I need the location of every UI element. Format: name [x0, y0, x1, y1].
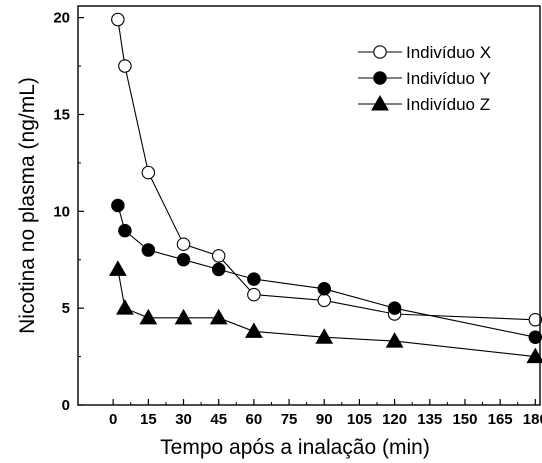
data-point [211, 262, 226, 277]
legend-item: Indivíduo Z [358, 94, 490, 114]
series-layer [109, 12, 542, 364]
x-tick-label: 105 [347, 411, 372, 428]
data-point [245, 322, 263, 338]
x-tick-label: 120 [382, 411, 407, 428]
x-tick-label: 165 [488, 411, 513, 428]
x-axis-title: Tempo após a inalação (min) [160, 436, 430, 459]
y-tick-label: 20 [53, 10, 70, 27]
series-line [117, 19, 536, 321]
legend: Indivíduo X Indivíduo Y Indivíduo Z [358, 43, 491, 114]
data-point [317, 293, 331, 308]
series-3 [109, 260, 542, 364]
data-point [176, 252, 191, 267]
x-tick-label: 30 [175, 411, 192, 428]
x-tick-label: 60 [246, 411, 263, 428]
data-point [118, 59, 132, 73]
legend-marker [373, 45, 387, 59]
y-tick-label: 5 [62, 300, 70, 317]
legend-label: Indivíduo Y [406, 69, 491, 88]
y-axis-title: Nicotina no plasma (ng/mL) [16, 77, 39, 334]
legend-marker [371, 94, 389, 111]
data-point [111, 12, 125, 27]
legend-item: Indivíduo X [358, 43, 491, 62]
data-point [109, 260, 127, 276]
x-tick-label: 150 [452, 411, 477, 428]
x-tick-label: 180 [523, 411, 542, 428]
x-tick-label: 135 [417, 411, 442, 428]
y-tick-label: 0 [62, 397, 70, 414]
data-point [209, 308, 228, 325]
series-2 [111, 198, 542, 344]
x-tick-label: 90 [316, 411, 333, 428]
data-point [247, 272, 261, 286]
data-point [139, 308, 158, 325]
data-point [111, 198, 125, 213]
data-point [116, 299, 134, 315]
y-tick-label: 10 [53, 203, 70, 220]
data-point [176, 237, 191, 251]
data-point [174, 308, 193, 325]
data-point [247, 287, 261, 302]
legend-label: Indivíduo X [406, 43, 491, 62]
x-tick-label: 15 [140, 411, 157, 428]
data-point [387, 301, 402, 315]
plot-frame [77, 5, 541, 406]
tick-labels: 0 15 30 45 60 75 90 105 120 135 150 165 180 0 5 10 15 20 [53, 10, 542, 428]
data-point [385, 332, 404, 348]
y-tick-label: 15 [53, 106, 70, 123]
legend-label: Indivíduo Z [406, 95, 490, 114]
legend-item: Indivíduo Y [358, 69, 491, 88]
data-point [317, 282, 331, 296]
x-tick-label: 45 [210, 411, 227, 428]
data-point [211, 249, 226, 263]
data-point [118, 223, 132, 238]
data-point [141, 243, 156, 257]
data-point [315, 328, 334, 344]
x-tick-label: 75 [281, 411, 298, 428]
data-point [141, 165, 156, 180]
x-tick-label: 0 [109, 411, 117, 428]
legend-marker [373, 71, 387, 85]
